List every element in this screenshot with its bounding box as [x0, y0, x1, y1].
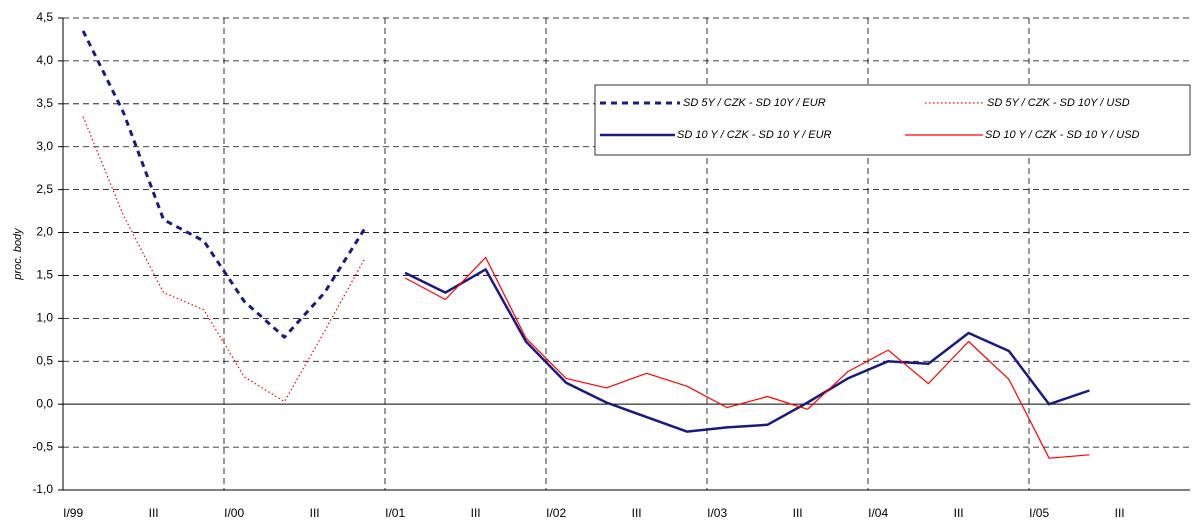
y-tick-label: 4,5 — [36, 10, 53, 24]
legend-label: SD 5Y / CZK - SD 10Y / EUR — [683, 97, 826, 109]
series-line — [81, 30, 367, 339]
series-line — [82, 116, 366, 403]
x-tick-label: I/04 — [868, 506, 888, 520]
y-axis-label: proc. body — [12, 227, 24, 281]
y-tick-label: 2,5 — [36, 182, 53, 196]
x-tick-label: I/03 — [707, 506, 727, 520]
legend-label: SD 10 Y / CZK - SD 10 Y / EUR — [677, 129, 832, 141]
x-tick-label: III — [793, 506, 803, 520]
x-tick-label: III — [1115, 506, 1125, 520]
x-tick-label: III — [632, 506, 642, 520]
y-tick-label: -1,0 — [32, 482, 53, 496]
x-tick-label: I/01 — [385, 506, 405, 520]
x-tick-label: III — [310, 506, 320, 520]
y-tick-label: 1,0 — [36, 311, 53, 325]
x-tick-label: III — [471, 506, 481, 520]
y-tick-label: 4,0 — [36, 53, 53, 67]
y-tick-label: 3,0 — [36, 139, 53, 153]
x-tick-label: I/02 — [546, 506, 566, 520]
legend-label: SD 10 Y / CZK - SD 10 Y / USD — [985, 129, 1140, 141]
x-tick-label: III — [954, 506, 964, 520]
y-tick-label: 3,5 — [36, 96, 53, 110]
y-tick-label: -0,5 — [32, 439, 53, 453]
series-line — [404, 256, 1090, 459]
legend-label: SD 5Y / CZK - SD 10Y / USD — [987, 97, 1130, 109]
x-tick-label: III — [149, 506, 159, 520]
series-line — [404, 268, 1090, 433]
x-tick-label: I/99 — [63, 506, 83, 520]
x-tick-label: I/00 — [224, 506, 244, 520]
y-tick-label: 0,0 — [36, 396, 53, 410]
legend-box — [594, 84, 1191, 156]
y-tick-label: 1,5 — [36, 268, 53, 282]
x-tick-label: I/05 — [1029, 506, 1049, 520]
y-tick-label: 0,5 — [36, 353, 53, 367]
y-tick-label: 2,0 — [36, 225, 53, 239]
